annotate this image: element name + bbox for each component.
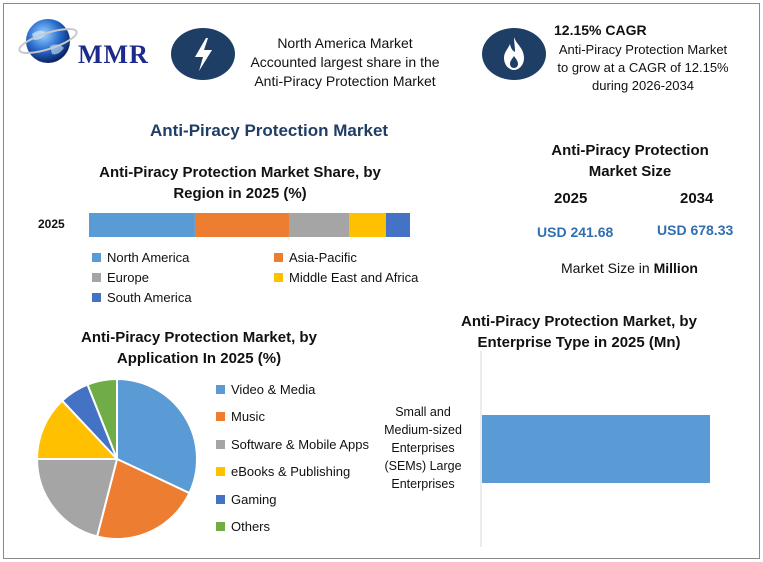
year-2025: 2025 [554, 190, 588, 207]
unit-prefix: Market Size in [561, 260, 654, 276]
lightning-badge [171, 28, 235, 80]
flame-icon [504, 37, 524, 70]
title-line: Application In 2025 (%) [116, 350, 282, 367]
legend-swatch [216, 522, 225, 531]
info-line: Accounted largest share in the [250, 54, 440, 70]
bar-segment-asia-pacific [194, 213, 290, 237]
legend-label: Asia-Pacific [289, 250, 357, 265]
title-line: Market Size [588, 163, 672, 180]
application-chart-title: Anti-Piracy Protection Market, by Applic… [54, 327, 344, 369]
bar-segment-north-america [89, 213, 195, 237]
value-2034: USD 678.33 [657, 222, 734, 238]
cagr-body: Anti-Piracy Protection Market to grow at… [544, 41, 742, 95]
legend-swatch [216, 412, 225, 422]
cagr-title: 12.15% CAGR [554, 22, 647, 38]
year-2034: 2034 [680, 190, 714, 207]
info-line: North America Market [277, 35, 413, 51]
legend-item-software-mobile-apps: Software & Mobile Apps [216, 437, 369, 452]
enterprise-bar [482, 415, 710, 483]
market-size-title: Anti-Piracy Protection Market Size [534, 140, 726, 182]
cagr-line: Anti-Piracy Protection Market [558, 42, 728, 57]
legend-item-europe: Europe [92, 270, 149, 285]
legend-label: Gaming [231, 491, 277, 507]
market-size-unit: Market Size in Million [561, 260, 698, 276]
region-stacked-bar [89, 213, 410, 237]
enterprise-category-label: Small and Medium-sized Enterprises (SEMs… [372, 403, 474, 493]
application-legend: Video & Media Music Software & Mobile Apps… [216, 382, 396, 548]
legend-item-north-america: North America [92, 250, 189, 265]
pie-slice-software-mobile-apps [35, 458, 119, 538]
legend-swatch [216, 385, 225, 394]
legend-swatch [92, 293, 101, 302]
globe-logo-icon [18, 19, 78, 63]
legend-swatch [92, 273, 101, 282]
flame-badge [482, 28, 546, 80]
lightning-icon [195, 38, 212, 71]
legend-label: Video & Media [231, 382, 316, 397]
brand-logo-text: MMR [78, 40, 149, 69]
label-line: Enterprises [391, 441, 455, 455]
pie-slice-others [86, 377, 118, 460]
bar-segment-middle-east-and-africa [349, 213, 386, 237]
legend-item-video-media: Video & Media [216, 382, 315, 397]
legend-label: South America [107, 290, 192, 305]
info-line: Anti-Piracy Protection Market [254, 73, 436, 89]
application-pie [35, 377, 198, 540]
title-line: Enterprise Type in 2025 (Mn) [477, 334, 681, 351]
legend-item-middle-east-and-africa: Middle East and Africa [274, 270, 418, 285]
legend-label: Software & Mobile Apps [231, 436, 370, 452]
legend-label: Europe [107, 270, 149, 285]
main-title: Anti-Piracy Protection Market [150, 121, 389, 140]
label-line: Small and [395, 405, 451, 419]
legend-label: Middle East and Africa [289, 270, 419, 285]
region-legend: North America Asia-Pacific Europe Middle Ea… [92, 250, 452, 314]
cagr-line: during 2026-2034 [592, 78, 694, 93]
pie-slice-music [95, 457, 191, 540]
label-line: Medium-sized [384, 423, 462, 437]
title-line: Anti-Piracy Protection Market, by [81, 329, 317, 346]
legend-item-south-america: South America [92, 290, 192, 305]
title-line: Region in 2025 (%) [173, 185, 307, 202]
legend-swatch [274, 273, 283, 282]
region-chart-title: Anti-Piracy Protection Market Share, by … [70, 162, 410, 204]
label-line: (SEMs) Large [384, 459, 462, 473]
infographic-frame: MMR North America Market Accounted large… [3, 3, 760, 559]
legend-label: eBooks & Publishing [231, 464, 351, 480]
bar-segment-south-america [385, 213, 410, 237]
title-line: Anti-Piracy Protection Market Share, by [99, 164, 381, 181]
value-2025: USD 241.68 [537, 224, 614, 240]
legend-swatch [216, 467, 225, 477]
legend-item-asia-pacific: Asia-Pacific [274, 250, 357, 265]
unit-bold: Million [653, 260, 698, 276]
legend-item-others: Others [216, 519, 270, 534]
pie-slice-ebooks-publishing [35, 399, 120, 460]
legend-swatch [274, 253, 283, 262]
legend-label: Music [231, 409, 265, 425]
region-bar-category: 2025 [38, 217, 65, 231]
title-line: Anti-Piracy Protection [551, 142, 709, 159]
legend-swatch [216, 439, 225, 449]
legend-item-music: Music [216, 409, 265, 424]
legend-item-gaming: Gaming [216, 492, 277, 507]
legend-item-ebooks-publishing: eBooks & Publishing [216, 464, 350, 479]
north-america-info: North America Market Accounted largest s… [240, 34, 450, 91]
bar-segment-europe [289, 213, 350, 237]
pie-slice-video-media [116, 377, 198, 495]
enterprise-chart-title: Anti-Piracy Protection Market, by Enterp… [429, 311, 729, 353]
title-line: Anti-Piracy Protection Market, by [461, 313, 697, 330]
legend-swatch [92, 253, 101, 262]
label-line: Enterprises [391, 477, 455, 491]
enterprise-bar-chart [480, 351, 710, 547]
legend-label: North America [107, 250, 190, 265]
legend-swatch [216, 494, 225, 504]
cagr-line: to grow at a CAGR of 12.15% [557, 60, 729, 75]
legend-label: Others [231, 519, 271, 534]
